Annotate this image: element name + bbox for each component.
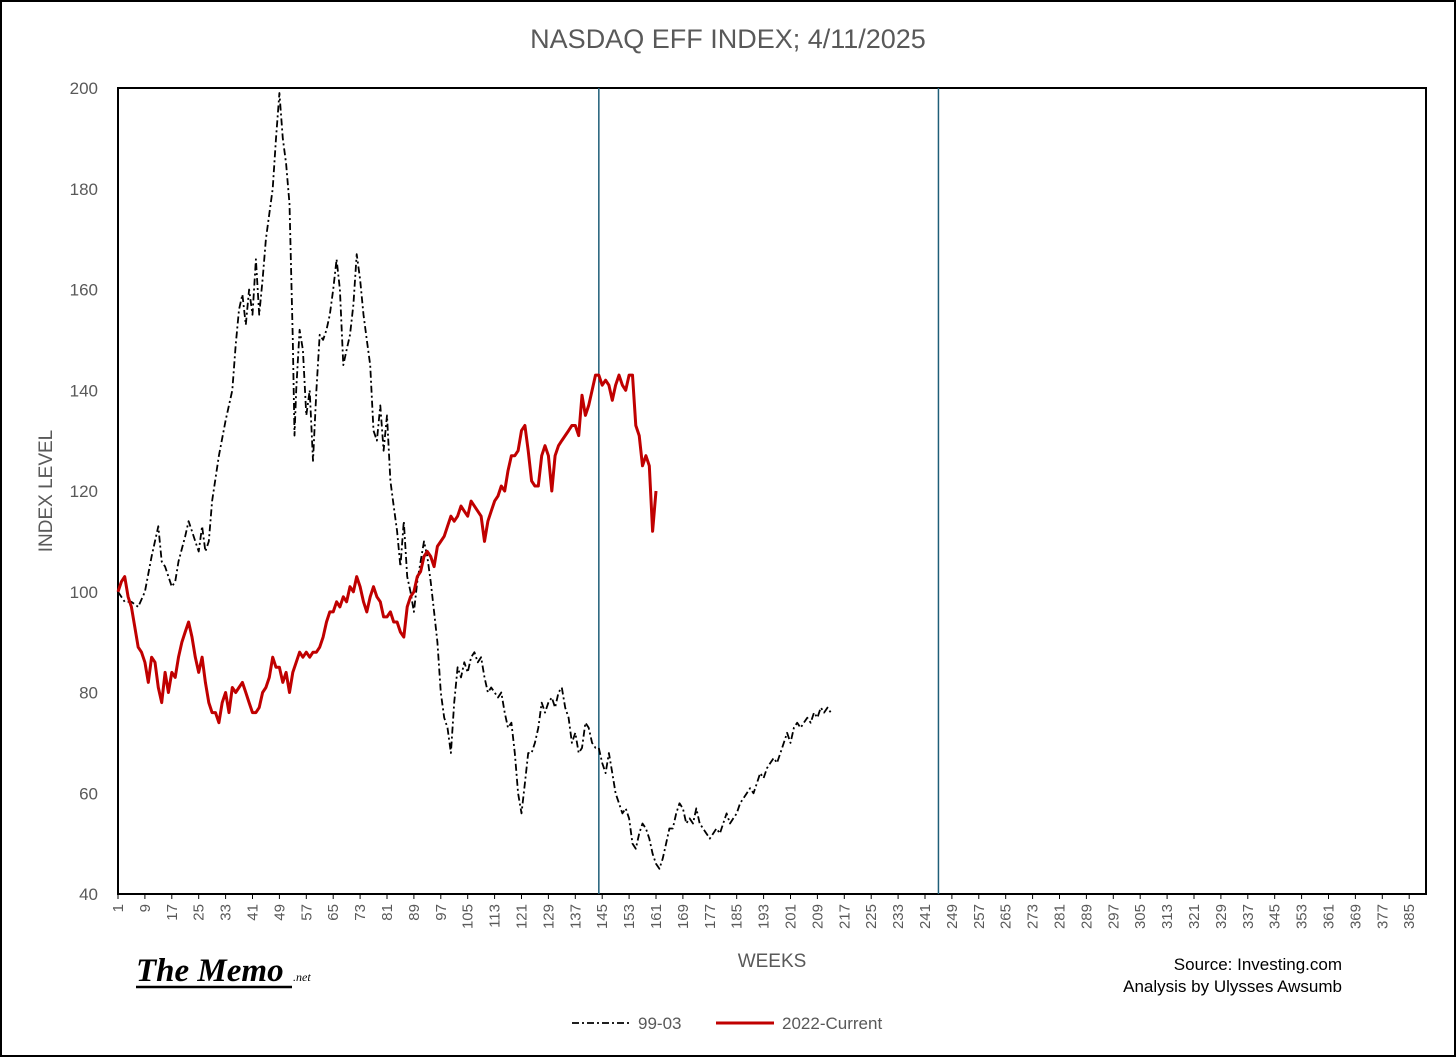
x-tick-label: 145 [594, 904, 611, 929]
series-line-99-03 [117, 92, 832, 870]
x-tick-label: 1 [110, 904, 127, 912]
x-tick-label: 33 [218, 904, 235, 921]
x-axis-ticks: 1 9 17 25 33 41 49 57 65 73 81 89 97 105 113 121 129 137 1… [110, 894, 1418, 929]
y-tick-label: 200 [70, 79, 98, 98]
x-tick-label: 89 [406, 904, 423, 921]
y-tick-label: 40 [79, 885, 98, 904]
y-tick-label: 160 [70, 281, 98, 300]
x-tick-label: 49 [271, 904, 288, 921]
x-tick-label: 137 [567, 904, 584, 929]
x-tick-label: 185 [729, 904, 746, 929]
x-tick-label: 305 [1132, 904, 1149, 929]
x-tick-label: 169 [675, 904, 692, 929]
x-tick-label: 353 [1294, 904, 1311, 929]
x-tick-label: 161 [648, 904, 665, 929]
x-tick-label: 105 [460, 904, 477, 929]
x-tick-label: 281 [1051, 904, 1068, 929]
x-tick-label: 233 [890, 904, 907, 929]
x-tick-label: 329 [1213, 904, 1230, 929]
y-tick-label: 140 [70, 381, 98, 400]
x-tick-label: 177 [702, 904, 719, 929]
x-tick-label: 257 [971, 904, 988, 929]
x-tick-label: 129 [540, 904, 557, 929]
source-line: Source: Investing.com [1174, 955, 1342, 974]
x-tick-label: 313 [1159, 904, 1176, 929]
reference-lines [598, 88, 940, 894]
x-tick-label: 345 [1267, 904, 1284, 929]
x-tick-label: 25 [191, 904, 208, 921]
logo-suffix: .net [293, 970, 311, 984]
legend-label: 99-03 [638, 1014, 681, 1033]
x-tick-label: 81 [379, 904, 396, 921]
chart-title: NASDAQ EFF INDEX; 4/11/2025 [530, 24, 926, 54]
analysis-line: Analysis by Ulysses Awsumb [1123, 977, 1342, 996]
y-tick-label: 60 [79, 784, 98, 803]
y-axis-label: INDEX LEVEL [36, 430, 57, 553]
x-tick-label: 9 [137, 904, 154, 912]
y-tick-label: 180 [70, 180, 98, 199]
x-tick-label: 369 [1347, 904, 1364, 929]
series-layer [116, 92, 832, 870]
x-tick-label: 377 [1374, 904, 1391, 929]
x-tick-label: 97 [433, 904, 450, 921]
x-tick-label: 17 [164, 904, 181, 921]
x-tick-label: 121 [513, 904, 530, 929]
y-tick-label: 120 [70, 482, 98, 501]
x-tick-label: 385 [1401, 904, 1418, 929]
x-tick-label: 217 [836, 904, 853, 929]
x-tick-label: 337 [1240, 904, 1257, 929]
logo-text: The Memo [136, 953, 284, 989]
x-tick-label: 321 [1186, 904, 1203, 929]
x-tick-label: 65 [325, 904, 342, 921]
x-tick-label: 57 [298, 904, 315, 921]
plot-area [117, 87, 1427, 895]
x-tick-label: 113 [487, 904, 504, 928]
series-line-2022-current [116, 373, 658, 725]
y-tick-label: 80 [79, 684, 98, 703]
x-tick-label: 273 [1025, 904, 1042, 929]
x-tick-label: 225 [863, 904, 880, 929]
y-tick-label: 100 [70, 583, 98, 602]
x-tick-label: 297 [1105, 904, 1122, 929]
x-axis-label: WEEKS [738, 951, 807, 972]
legend-label: 2022-Current [782, 1014, 882, 1033]
y-axis-ticks: 40 60 80 100 120 140 160 180 200 [70, 79, 98, 904]
x-tick-label: 153 [621, 904, 638, 929]
x-tick-label: 289 [1078, 904, 1095, 929]
x-tick-label: 41 [244, 904, 261, 921]
x-tick-label: 73 [352, 904, 369, 921]
x-tick-label: 209 [809, 904, 826, 929]
x-tick-label: 361 [1320, 904, 1337, 929]
logo: The Memo .net [136, 953, 311, 989]
legend: 99-03 2022-Current [572, 1014, 882, 1033]
x-tick-label: 265 [998, 904, 1015, 929]
x-tick-label: 201 [782, 904, 799, 929]
x-tick-label: 249 [944, 904, 961, 929]
x-tick-label: 241 [917, 904, 934, 929]
x-tick-label: 193 [756, 904, 773, 929]
